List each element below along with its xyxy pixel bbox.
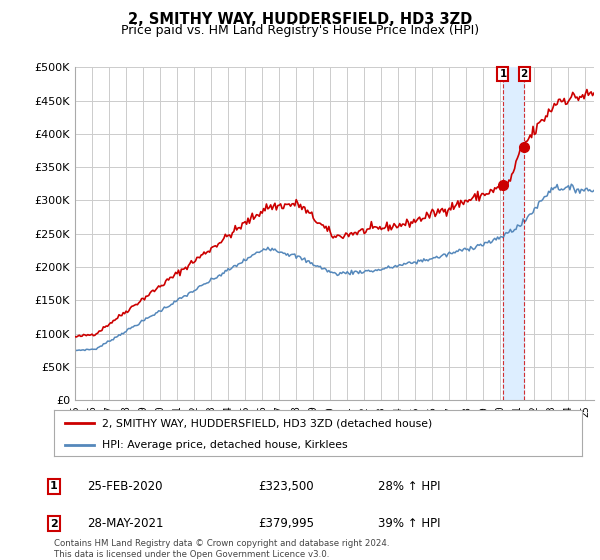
- Text: 28% ↑ HPI: 28% ↑ HPI: [378, 479, 440, 493]
- Text: £323,500: £323,500: [258, 479, 314, 493]
- Text: Contains HM Land Registry data © Crown copyright and database right 2024.: Contains HM Land Registry data © Crown c…: [54, 539, 389, 548]
- Text: 2: 2: [521, 69, 528, 79]
- Text: 2: 2: [50, 519, 58, 529]
- Text: 2, SMITHY WAY, HUDDERSFIELD, HD3 3ZD: 2, SMITHY WAY, HUDDERSFIELD, HD3 3ZD: [128, 12, 472, 27]
- Text: Price paid vs. HM Land Registry's House Price Index (HPI): Price paid vs. HM Land Registry's House …: [121, 24, 479, 36]
- Text: This data is licensed under the Open Government Licence v3.0.: This data is licensed under the Open Gov…: [54, 550, 329, 559]
- Text: 2, SMITHY WAY, HUDDERSFIELD, HD3 3ZD (detached house): 2, SMITHY WAY, HUDDERSFIELD, HD3 3ZD (de…: [101, 418, 432, 428]
- Text: HPI: Average price, detached house, Kirklees: HPI: Average price, detached house, Kirk…: [101, 440, 347, 450]
- Bar: [503, 67, 524, 400]
- Text: 25-FEB-2020: 25-FEB-2020: [87, 479, 163, 493]
- Text: 1: 1: [499, 69, 506, 79]
- Text: £379,995: £379,995: [258, 517, 314, 530]
- Text: 1: 1: [50, 481, 58, 491]
- Text: 28-MAY-2021: 28-MAY-2021: [87, 517, 163, 530]
- Text: 39% ↑ HPI: 39% ↑ HPI: [378, 517, 440, 530]
